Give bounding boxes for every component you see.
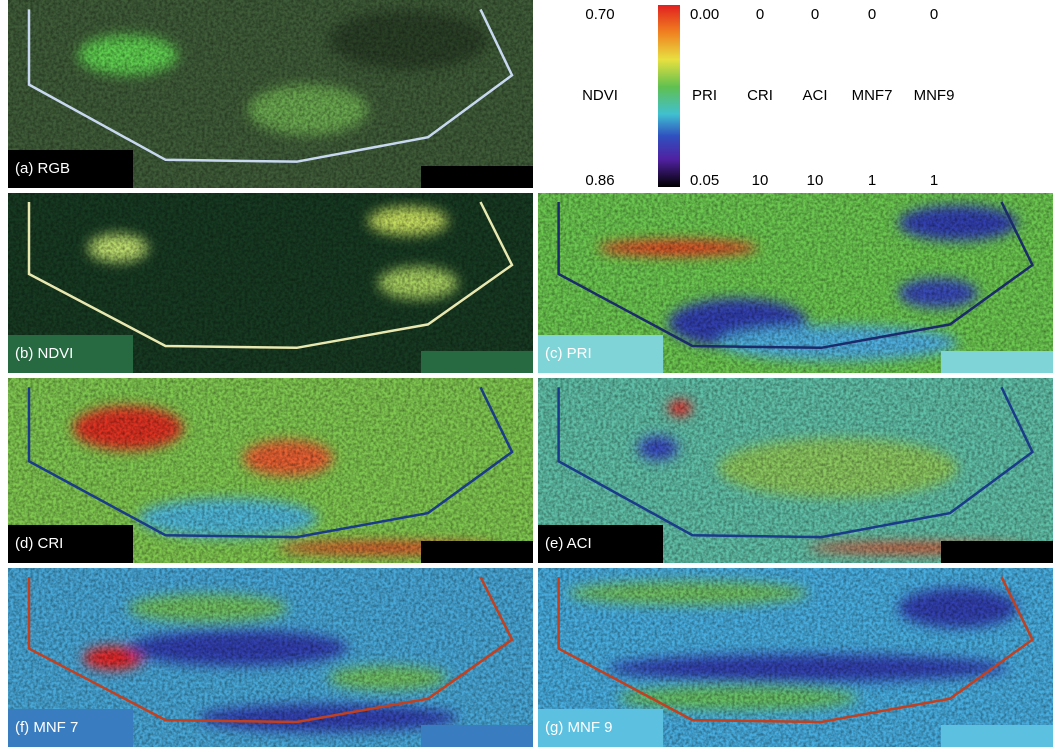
image-panel: (b) NDVI xyxy=(8,193,533,373)
corner-box xyxy=(941,351,1053,373)
image-panel: (c) PRI xyxy=(538,193,1053,373)
index-name: MNF9 xyxy=(914,87,955,104)
image-panel: (g) MNF 9 xyxy=(538,568,1053,747)
scale-top: 0.70 xyxy=(585,6,614,23)
index-name: PRI xyxy=(692,87,717,104)
scale-bottom: 10 xyxy=(752,172,769,189)
scale-bottom: 10 xyxy=(807,172,824,189)
scale-bottom: 0.86 xyxy=(585,172,614,189)
panel-label: (e) ACI xyxy=(545,535,592,552)
scale-top: 0 xyxy=(756,6,764,23)
scale-top: 0 xyxy=(930,6,938,23)
panel-label: (f) MNF 7 xyxy=(15,719,78,736)
scale-bottom: 0.05 xyxy=(690,172,719,189)
scale-top: 0 xyxy=(868,6,876,23)
corner-box xyxy=(941,541,1053,563)
scale-bottom: 1 xyxy=(868,172,876,189)
image-panel: (d) CRI xyxy=(8,378,533,563)
image-panel: (e) ACI xyxy=(538,378,1053,563)
index-name: MNF7 xyxy=(852,87,893,104)
corner-box xyxy=(421,166,533,188)
panel-label: (d) CRI xyxy=(15,535,63,552)
index-name: NDVI xyxy=(582,87,618,104)
image-panel: (f) MNF 7 xyxy=(8,568,533,747)
corner-box xyxy=(421,541,533,563)
panel-label: (b) NDVI xyxy=(15,345,73,362)
scale-top: 0 xyxy=(811,6,819,23)
panel-label: (c) PRI xyxy=(545,345,592,362)
panel-label: (g) MNF 9 xyxy=(545,719,613,736)
image-panel: (a) RGB xyxy=(8,0,533,188)
corner-box xyxy=(421,351,533,373)
panel-label: (a) RGB xyxy=(15,160,70,177)
colorbar xyxy=(658,5,680,187)
index-name: ACI xyxy=(802,87,827,104)
figure: 0.70NDVI0.860.00PRI0.050CRI100ACI100MNF7… xyxy=(0,0,1053,747)
scale-top: 0.00 xyxy=(690,6,719,23)
corner-box xyxy=(421,725,533,747)
index-name: CRI xyxy=(747,87,773,104)
scale-bottom: 1 xyxy=(930,172,938,189)
corner-box xyxy=(941,725,1053,747)
